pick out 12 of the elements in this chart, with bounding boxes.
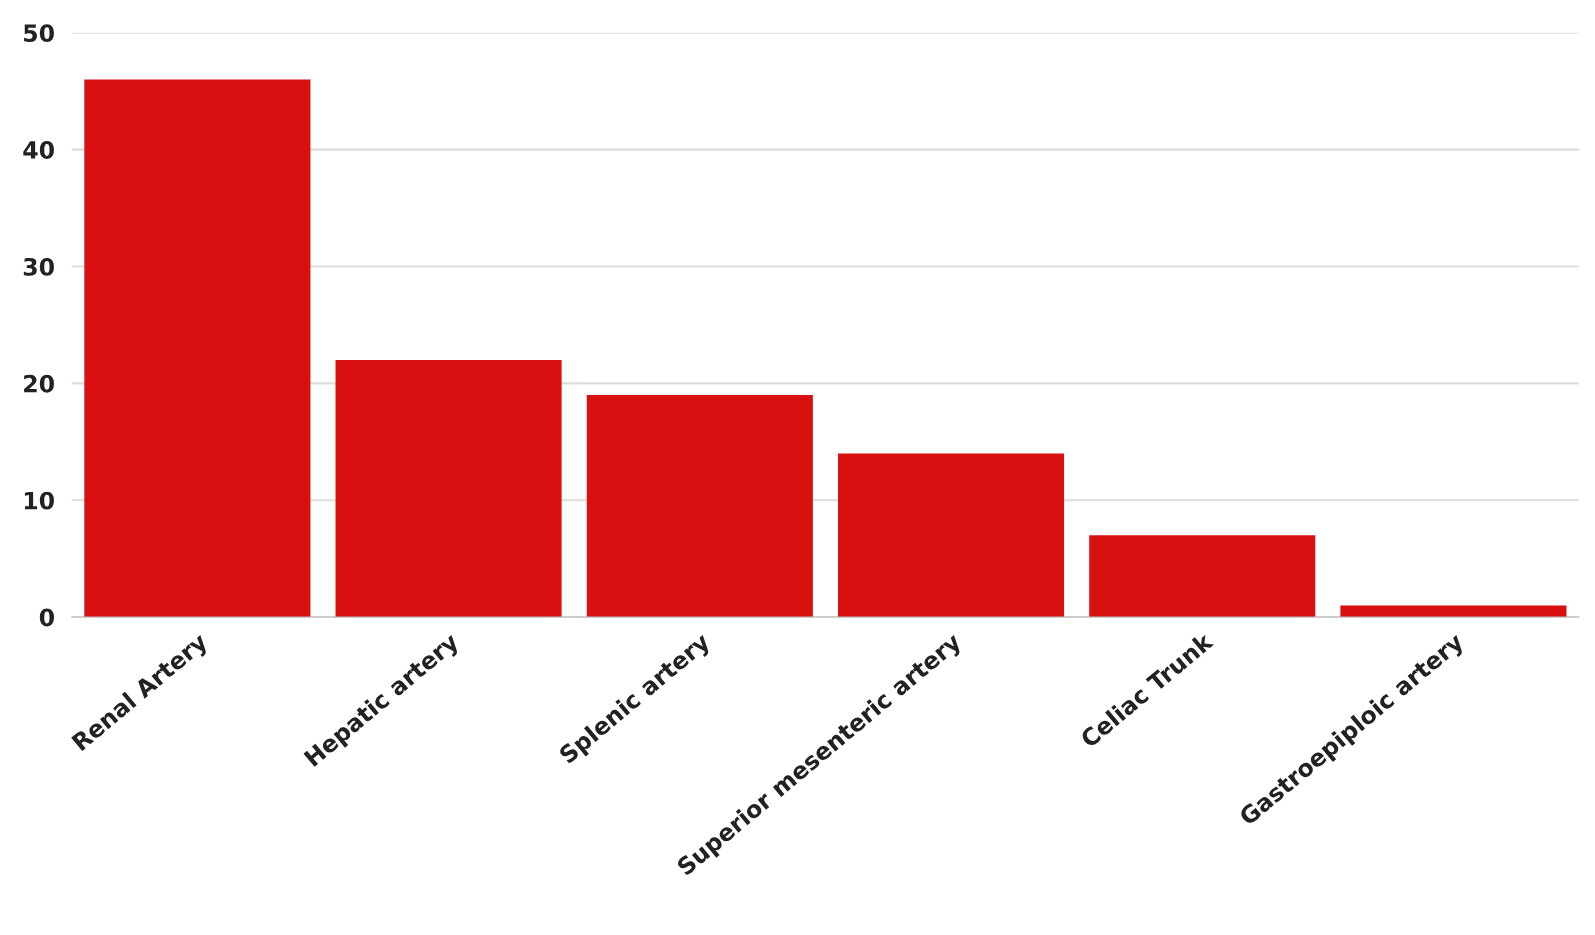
- y-tick-label: 10: [24, 491, 54, 510]
- y-tick-label: 30: [23, 257, 54, 276]
- y-tick-label: 0: [39, 608, 54, 627]
- bar: [1089, 535, 1316, 618]
- bar: [335, 359, 562, 618]
- bar: [1340, 605, 1567, 618]
- bar: [586, 395, 813, 618]
- bar: [837, 453, 1065, 618]
- y-tick-label: 40: [23, 141, 54, 159]
- bar: [84, 79, 311, 618]
- y-tick-label: 20: [24, 374, 54, 393]
- y-tick-label: 50: [24, 24, 54, 43]
